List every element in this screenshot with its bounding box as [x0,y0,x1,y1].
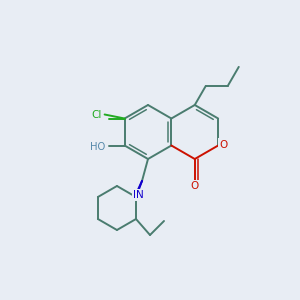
Text: O: O [219,140,227,149]
Text: Cl: Cl [92,110,102,119]
Text: N: N [133,190,141,200]
Text: O: O [190,181,199,191]
Text: HO: HO [90,142,105,152]
Text: N: N [136,190,144,200]
